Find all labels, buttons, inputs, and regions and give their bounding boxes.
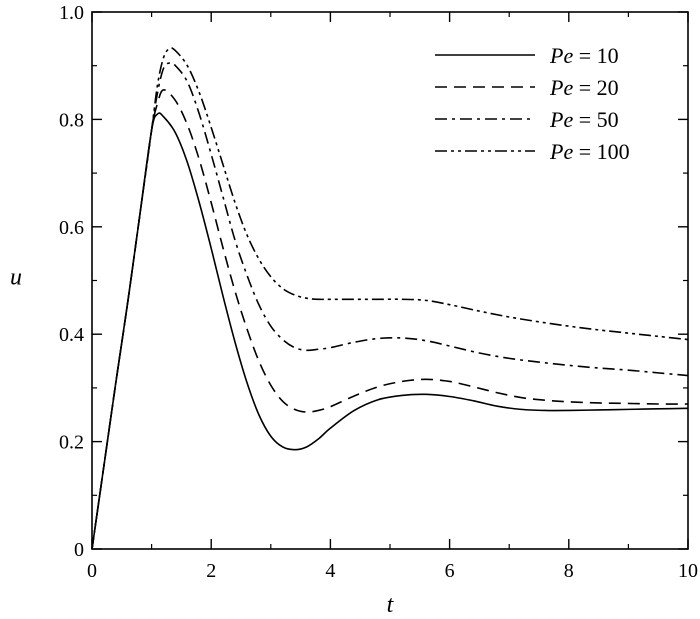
y-tick-label: 0.8 (59, 109, 84, 131)
legend-value: = 50 (573, 107, 618, 132)
legend-var: Pe (549, 43, 573, 68)
legend-value: = 10 (573, 43, 618, 68)
x-tick-label: 2 (206, 560, 216, 582)
y-tick-label: 0.6 (59, 217, 84, 239)
x-tick-label: 4 (325, 560, 335, 582)
tick-labels: 0 2 4 6 8 10 0 0.2 0.4 0.6 0.8 1.0 (59, 2, 698, 582)
y-axis-label: u (10, 265, 22, 291)
series-line-4 (91, 47, 689, 550)
y-tick-label: 1.0 (59, 2, 84, 24)
series-line-3 (91, 62, 689, 550)
legend-value: = 20 (573, 75, 618, 100)
x-tick-label: 6 (445, 560, 455, 582)
legend-label-3: Pe = 50 (549, 107, 619, 132)
plot-area (91, 11, 689, 550)
x-tick-label: 0 (87, 560, 97, 582)
legend-value: = 100 (573, 139, 629, 164)
x-tick-label: 10 (678, 560, 698, 582)
legend-label-2: Pe = 20 (549, 75, 619, 100)
series-line-1 (91, 112, 689, 550)
series-layer (91, 47, 689, 550)
y-tick-label: 0.4 (59, 324, 84, 346)
legend-var: Pe (549, 75, 573, 100)
x-tick-label: 8 (564, 560, 574, 582)
x-axis-label: t (387, 592, 395, 618)
legend-var: Pe (549, 107, 573, 132)
y-tick-label: 0 (74, 539, 84, 561)
legend-label-1: Pe = 10 (549, 43, 619, 68)
y-tick-label: 0.2 (59, 432, 84, 454)
ticks-layer (91, 11, 689, 550)
legend-var: Pe (549, 139, 573, 164)
legend-label-4: Pe = 100 (549, 139, 630, 164)
